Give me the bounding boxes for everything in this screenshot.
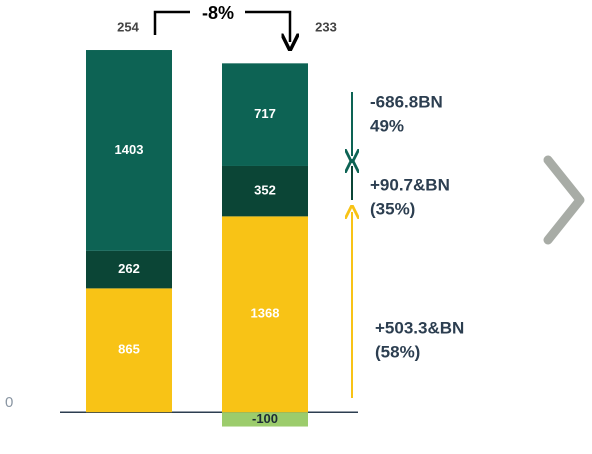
bar-segment [86,288,172,413]
y-tick-label: 0 [5,394,13,411]
total-label: 233 [315,19,337,34]
value-label: -100 [252,411,278,426]
annotation: 49% [370,116,404,135]
annotation: -686.8BN [370,92,443,111]
total-label: 254 [117,19,139,34]
value-label: 262 [118,261,140,276]
value-label: 717 [254,106,276,121]
annotation: +90.7&BN [370,175,450,194]
next-chevron[interactable] [543,155,585,245]
value-label: 1403 [115,142,144,157]
bar-segment [222,412,308,427]
bracket-left [153,10,190,35]
value-label: 352 [254,183,276,198]
value-label: 865 [118,342,140,357]
annotation: +503.3&BN [375,318,464,337]
bar-segment [222,63,308,166]
bar-segment [222,165,308,217]
annotation: (35%) [370,199,415,218]
bar-segment [222,216,308,413]
bracket-right [245,10,290,42]
bar-segment [86,50,172,251]
value-label: 1368 [251,306,280,321]
annotation: -8% [202,3,234,23]
annotation: (58%) [375,342,420,361]
bar-segment [86,250,172,289]
